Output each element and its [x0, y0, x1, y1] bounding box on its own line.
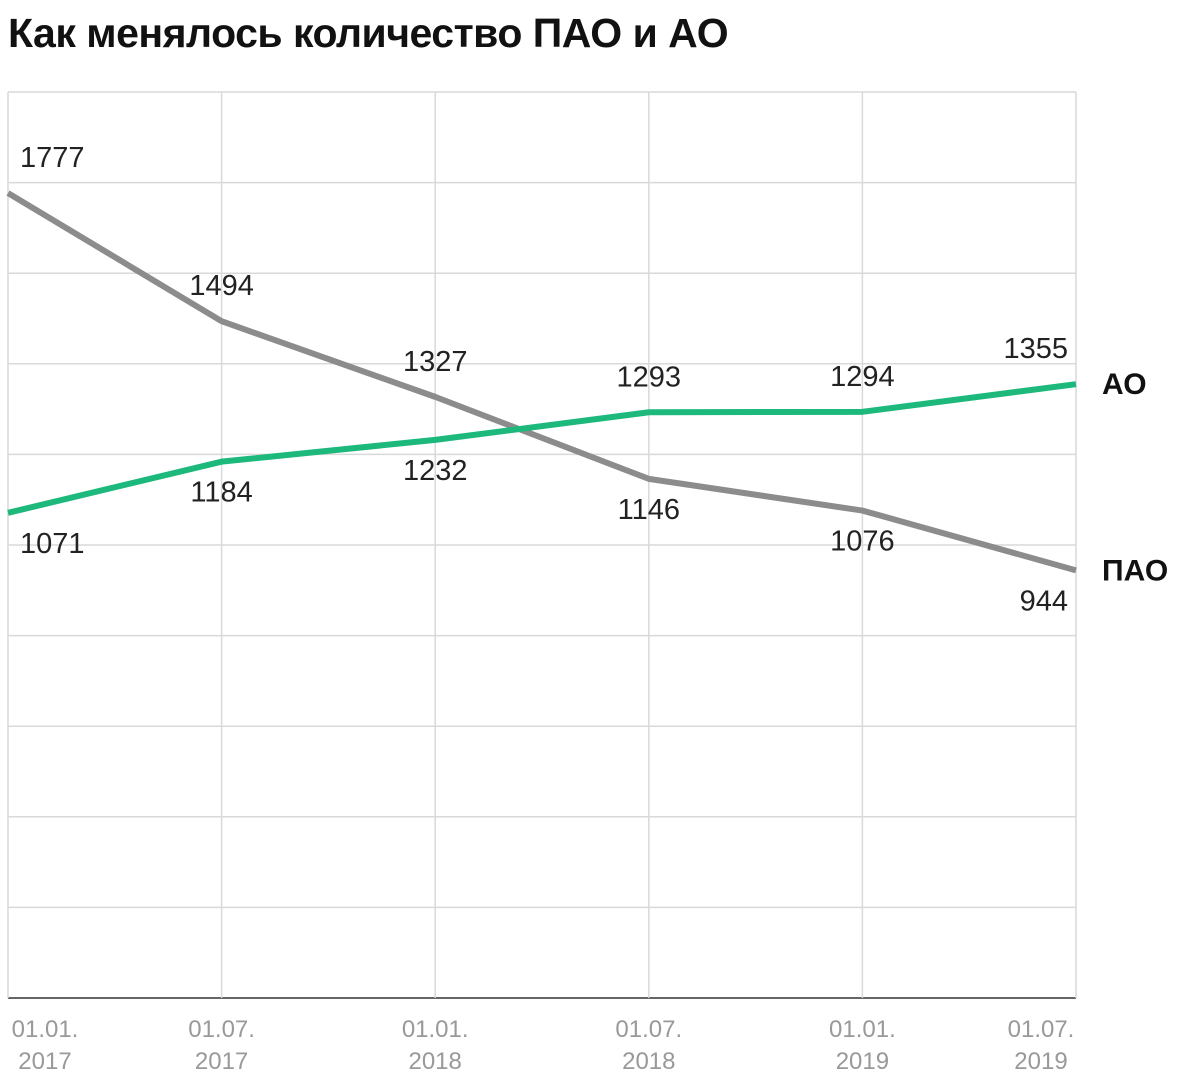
data-label: 1327	[403, 346, 468, 378]
data-label: 1146	[618, 494, 680, 526]
x-tick-label: 01.07. 2019	[1007, 1016, 1075, 1075]
x-tick-label: 01.01. 2018	[401, 1016, 469, 1075]
series-line	[7, 381, 1077, 516]
data-label: 1293	[617, 361, 682, 393]
x-tick-label: 01.01. 2017	[11, 1016, 79, 1075]
data-label: 1777	[20, 142, 85, 174]
data-label: 1294	[830, 361, 895, 393]
data-label: 1076	[830, 526, 895, 558]
chart-title: Как менялось количество ПАО и АО	[8, 10, 729, 56]
x-tick-label: 01.01. 2019	[829, 1016, 896, 1075]
data-label: 1184	[190, 477, 252, 509]
data-label: 944	[1020, 585, 1068, 617]
x-tick-label: 01.07. 2017	[188, 1016, 255, 1075]
data-label: 1494	[189, 270, 254, 302]
data-label: 1232	[403, 455, 468, 487]
x-tick-label: 01.07. 2018	[615, 1016, 683, 1075]
legend-label: ПАО	[1102, 554, 1168, 587]
legend-label: АО	[1102, 368, 1147, 401]
series-line	[6, 190, 1077, 574]
data-label: 1355	[1003, 333, 1068, 365]
data-label: 1071	[20, 528, 85, 560]
